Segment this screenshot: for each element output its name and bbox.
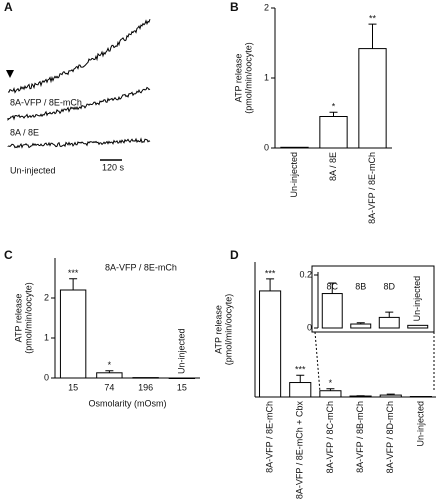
error-bar [328, 282, 337, 294]
bar [259, 290, 282, 398]
panel-label: D [230, 248, 239, 262]
trace-label: 8A-VFP / 8E-mCh [10, 97, 82, 107]
bar [407, 324, 429, 329]
x-tick-label: 8A / 8E [328, 152, 338, 181]
bar [96, 372, 123, 379]
trace-label: 8A / 8E [10, 127, 39, 137]
x-tick-label: 196 [138, 382, 153, 392]
panel-label: A [4, 0, 13, 14]
y-tick-label: 1 [44, 332, 49, 342]
bar-label: 8D [383, 281, 395, 291]
error-bar [326, 388, 335, 391]
bar [168, 377, 196, 379]
bar [132, 377, 159, 379]
x-tick-label: Un-injected [415, 401, 425, 447]
error-bar [296, 374, 305, 383]
arrowhead [6, 70, 14, 78]
y-tick-label: 2 [264, 2, 269, 12]
scale-bar-label: 120 s [102, 162, 125, 172]
y-tick-label: 2 [44, 292, 49, 302]
y-axis-label: ATP release [13, 294, 23, 343]
error-bar [368, 23, 377, 49]
bar-label: 8C [326, 281, 338, 291]
trace [7, 137, 151, 149]
trace-label: Un-injected [10, 165, 56, 175]
error-bar [266, 278, 275, 291]
y-axis-label: ATP release [213, 305, 223, 354]
y-axis-label: (pmol/min/oocyte) [243, 42, 253, 114]
significance: * [332, 102, 336, 112]
x-tick-label: Un-injected [289, 152, 299, 198]
x-tick-label: 8A-VFP / 8E-mCh [264, 401, 274, 473]
significance: *** [265, 268, 276, 278]
bar [319, 116, 348, 149]
x-tick-label: 8A-VFP / 8C-mCh [325, 401, 335, 473]
category-note: Un-injected [176, 328, 186, 374]
error-bar [69, 278, 78, 290]
x-tick-label: 74 [104, 382, 114, 392]
error-bar [386, 393, 395, 396]
significance: * [329, 378, 333, 388]
bar [350, 323, 372, 329]
y-tick-label: 0 [307, 322, 312, 332]
significance: ** [369, 13, 377, 23]
significance: *** [295, 365, 306, 375]
bar [409, 396, 432, 398]
significance: *** [68, 268, 79, 278]
bar [358, 48, 387, 149]
y-axis-label: ATP release [233, 54, 243, 103]
trace [7, 86, 151, 121]
panel-label: C [4, 248, 13, 262]
bar [59, 289, 87, 379]
error-bar [356, 322, 365, 325]
significance: * [108, 360, 112, 370]
error-bar [329, 111, 338, 117]
trace [7, 19, 151, 94]
bar [321, 293, 343, 329]
panel-label: B [230, 0, 239, 14]
y-axis-label: (pmol/min/oocyte) [223, 294, 233, 366]
x-tick-label: 8A-VFP / 8E-mCh + Cbx [295, 401, 305, 500]
x-tick-label: 15 [177, 382, 187, 392]
bar-label: 8B [355, 281, 366, 291]
bar [319, 390, 342, 398]
bar [289, 382, 312, 398]
x-tick-label: 8A-VFP / 8E-mCh [367, 152, 377, 224]
bar-label: Un-injected [412, 276, 422, 322]
x-tick-label: 8A-VFP / 8B-mCh [355, 401, 365, 473]
error-bar [385, 311, 394, 318]
chart-title: 8A-VFP / 8E-mCh [105, 262, 177, 272]
y-tick-label: 0.2 [299, 269, 312, 279]
x-tick-label: 15 [68, 382, 78, 392]
y-tick-label: 0 [44, 372, 49, 382]
bar [378, 316, 400, 329]
inset-connector [314, 331, 321, 393]
x-axis-label: Osmolarity (mOsm) [89, 398, 167, 408]
y-tick-label: 0 [264, 142, 269, 152]
y-tick-label: 1 [264, 72, 269, 82]
error-bar [105, 370, 114, 373]
bar [280, 146, 309, 149]
x-tick-label: 8A-VFP / 8D-mCh [385, 401, 395, 473]
bar [379, 394, 402, 398]
y-axis-label: (pmol/min/oocyte) [23, 282, 33, 354]
